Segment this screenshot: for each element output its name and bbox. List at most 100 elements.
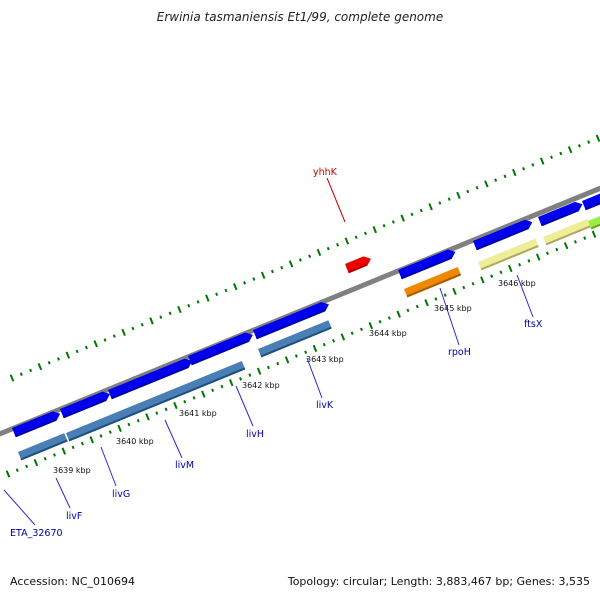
tick-mark (145, 413, 150, 421)
tick-mark (196, 300, 200, 304)
tick-mark (9, 374, 15, 382)
gene-label-rpoh[interactable]: rpoH (448, 347, 471, 358)
tick-mark (434, 297, 438, 301)
cds-arrow-livg-livm[interactable] (108, 356, 194, 400)
tick-mark (456, 191, 461, 199)
tick-mark (260, 271, 266, 279)
gene-label-yhhk[interactable]: yhhK (313, 167, 338, 178)
tick-mark (567, 146, 573, 154)
cds-arrow-ftsx[interactable] (473, 218, 534, 251)
tick-mark (522, 166, 526, 171)
tick-mark (443, 293, 447, 297)
tick-mark (471, 281, 475, 286)
cds-arrow-livh[interactable] (188, 330, 255, 366)
gene-band-livg-livm-livh[interactable] (66, 361, 246, 442)
genome-summary-text: Topology: circular; Length: 3,883,467 bp… (287, 575, 590, 588)
tick-mark (220, 384, 224, 389)
gene-label-ftsx[interactable]: ftsX (524, 319, 543, 330)
tick-mark (308, 254, 312, 258)
tick-mark (276, 361, 280, 366)
tick-mark (555, 247, 559, 252)
kbp-label: 3643 kbp (306, 355, 344, 364)
kbp-label: 3644 kbp (369, 329, 407, 338)
tick-mark (228, 379, 234, 387)
tick-mark (591, 230, 597, 238)
tick-mark (232, 283, 238, 291)
tick-mark (563, 242, 569, 250)
gene-band-rpoh[interactable] (404, 267, 462, 298)
tick-mark (284, 356, 290, 364)
cds-arrow-yhhk[interactable] (345, 254, 373, 274)
lower-tick-row (5, 230, 597, 478)
cds-arrow-edge[interactable] (582, 190, 600, 211)
gene-band-livk[interactable] (258, 320, 332, 358)
tick-mark (406, 308, 410, 313)
tick-mark (499, 270, 503, 275)
tick-mark (205, 294, 210, 302)
tick-mark (47, 361, 51, 365)
tick-mark (75, 349, 79, 354)
cds-arrow-next[interactable] (538, 200, 584, 227)
gene-label-livm[interactable]: livM (175, 460, 194, 471)
tick-mark (93, 340, 98, 348)
tick-mark (535, 253, 541, 261)
tick-mark (577, 144, 581, 148)
upper-tick-row (9, 134, 600, 382)
tick-mark (187, 303, 191, 308)
tick-mark (387, 316, 391, 320)
gene-band-ftsx-2[interactable] (543, 218, 591, 246)
tick-mark (410, 212, 414, 217)
gene-label-livg[interactable]: livG (112, 489, 130, 500)
tick-mark (29, 368, 33, 373)
tick-mark (396, 310, 401, 318)
kbp-label: 3640 kbp (116, 437, 154, 446)
tick-mark (243, 281, 247, 285)
tick-mark (19, 372, 23, 376)
tick-mark (336, 243, 340, 247)
tick-mark (117, 424, 122, 432)
tick-mark (512, 168, 517, 177)
gene-band-ftsx[interactable] (478, 238, 539, 271)
tick-mark (332, 339, 336, 343)
tick-mark (159, 315, 163, 319)
tick-mark (57, 357, 61, 361)
tick-mark (350, 331, 354, 335)
tick-mark (312, 344, 318, 353)
tick-mark (43, 457, 47, 461)
tick-mark (400, 214, 405, 222)
gene-label-livh[interactable]: livH (246, 429, 264, 440)
cds-arrow-livf[interactable] (60, 389, 112, 419)
tick-mark (368, 321, 374, 330)
tick-mark (266, 365, 270, 370)
tick-mark (583, 236, 587, 240)
cds-arrow-rpoh[interactable] (398, 247, 457, 280)
gene-label-livk[interactable]: livK (316, 400, 334, 411)
kbp-label: 3646 kbp (498, 279, 536, 288)
tick-mark (164, 407, 168, 412)
tick-mark (340, 333, 346, 341)
tick-mark (155, 411, 159, 415)
tick-mark (256, 367, 262, 375)
tick-mark (518, 262, 522, 267)
tick-mark (344, 237, 350, 245)
tick-mark (280, 265, 284, 270)
tick-mark (112, 334, 116, 338)
tick-mark (270, 269, 274, 274)
gene-labels: ETA_32670 livF livG livM livH livK yhhK … (10, 167, 543, 539)
tick-mark (447, 197, 451, 201)
tick-mark (177, 305, 182, 314)
tick-mark (183, 399, 187, 404)
gene-band-edge[interactable] (588, 213, 600, 230)
tick-mark (131, 326, 135, 331)
cds-arrow-livk[interactable] (253, 300, 331, 340)
gene-label-livf[interactable]: livF (66, 511, 82, 522)
gene-label-eta-32670[interactable]: ETA_32670 (10, 528, 63, 539)
label-leader-lines (3, 177, 534, 526)
tick-mark (531, 163, 535, 167)
tick-mark (201, 390, 206, 398)
tick-mark (428, 203, 433, 211)
tick-mark (527, 259, 531, 263)
tick-mark (424, 299, 429, 307)
cds-arrow-eta-32670[interactable] (12, 409, 62, 438)
gene-band-livf[interactable] (18, 433, 68, 461)
